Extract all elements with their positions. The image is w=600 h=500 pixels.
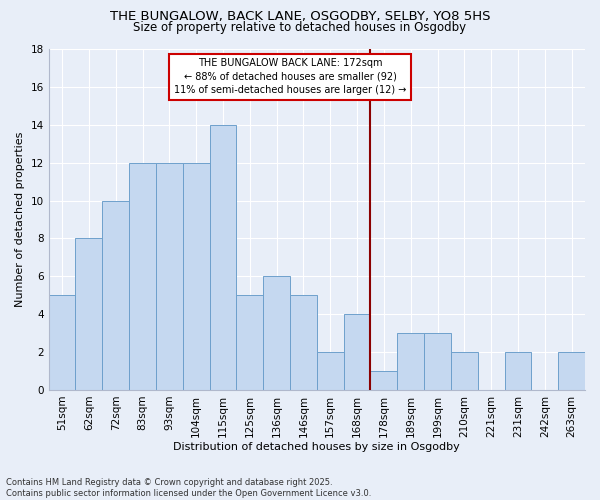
Bar [183,162,209,390]
Text: Contains HM Land Registry data © Crown copyright and database right 2025.
Contai: Contains HM Land Registry data © Crown c… [6,478,371,498]
Bar [370,371,397,390]
Text: THE BUNGALOW BACK LANE: 172sqm
← 88% of detached houses are smaller (92)
11% of : THE BUNGALOW BACK LANE: 172sqm ← 88% of … [174,58,406,95]
Bar [76,238,103,390]
Bar [290,295,317,390]
Bar [129,162,156,390]
Bar [344,314,370,390]
Bar [317,352,344,390]
Bar [263,276,290,390]
Bar [156,162,183,390]
Y-axis label: Number of detached properties: Number of detached properties [15,132,25,307]
Bar [397,333,424,390]
Bar [424,333,451,390]
Text: Size of property relative to detached houses in Osgodby: Size of property relative to detached ho… [133,21,467,34]
Bar [103,200,129,390]
Bar [505,352,532,390]
Bar [236,295,263,390]
Text: THE BUNGALOW, BACK LANE, OSGODBY, SELBY, YO8 5HS: THE BUNGALOW, BACK LANE, OSGODBY, SELBY,… [110,10,490,23]
Bar [558,352,585,390]
X-axis label: Distribution of detached houses by size in Osgodby: Distribution of detached houses by size … [173,442,460,452]
Bar [49,295,76,390]
Bar [209,125,236,390]
Bar [451,352,478,390]
